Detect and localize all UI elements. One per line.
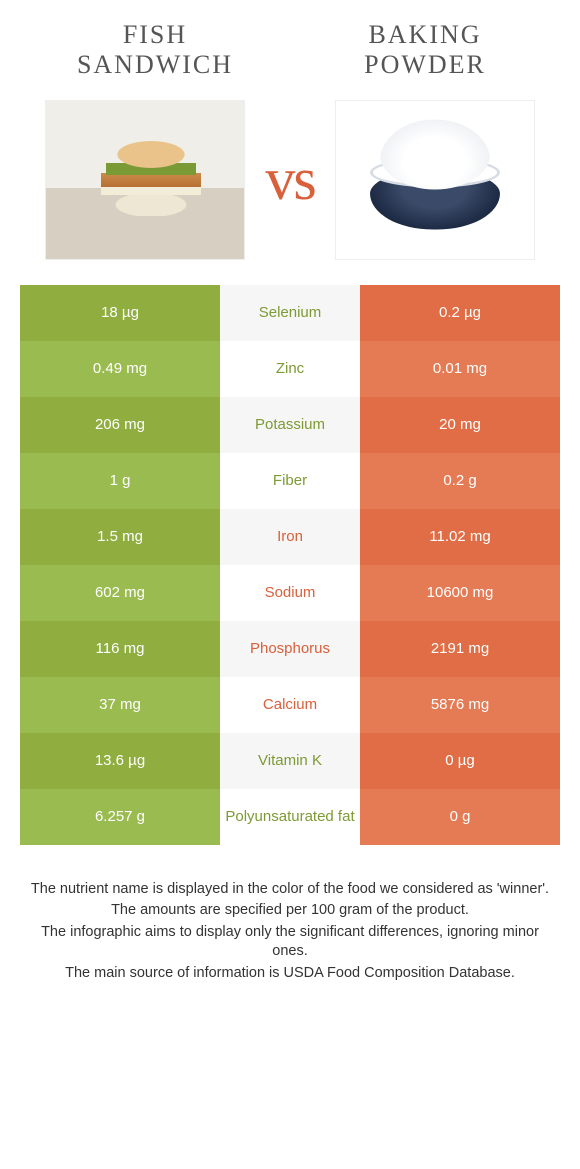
value-right: 0 g: [360, 789, 560, 845]
value-right: 2191 mg: [360, 621, 560, 677]
nutrient-label: Calcium: [220, 677, 360, 733]
footnote-line: The amounts are specified per 100 gram o…: [25, 901, 555, 921]
table-row: 1.5 mgIron11.02 mg: [20, 509, 560, 565]
food-title-right: BakingPowder: [304, 20, 547, 80]
value-left: 37 mg: [20, 677, 220, 733]
nutrient-label: Iron: [220, 509, 360, 565]
value-right: 10600 mg: [360, 565, 560, 621]
table-row: 206 mgPotassium20 mg: [20, 397, 560, 453]
value-left: 116 mg: [20, 621, 220, 677]
table-row: 116 mgPhosphorus2191 mg: [20, 621, 560, 677]
table-row: 18 µgSelenium0.2 µg: [20, 285, 560, 341]
table-row: 6.257 gPolyunsaturated fat0 g: [20, 789, 560, 845]
value-left: 1.5 mg: [20, 509, 220, 565]
vs-row: vs: [0, 95, 580, 285]
value-left: 0.49 mg: [20, 341, 220, 397]
comparison-table: 18 µgSelenium0.2 µg0.49 mgZinc0.01 mg206…: [20, 285, 560, 845]
value-right: 0.2 µg: [360, 285, 560, 341]
value-left: 18 µg: [20, 285, 220, 341]
nutrient-label: Potassium: [220, 397, 360, 453]
footnote-line: The nutrient name is displayed in the co…: [25, 880, 555, 900]
value-left: 206 mg: [20, 397, 220, 453]
nutrient-label: Sodium: [220, 565, 360, 621]
footnote-line: The main source of information is USDA F…: [25, 964, 555, 984]
value-left: 6.257 g: [20, 789, 220, 845]
header: FishSandwich BakingPowder: [0, 10, 580, 95]
table-row: 0.49 mgZinc0.01 mg: [20, 341, 560, 397]
table-row: 37 mgCalcium5876 mg: [20, 677, 560, 733]
food-title-left: FishSandwich: [34, 20, 277, 80]
footnote-line: The infographic aims to display only the…: [25, 923, 555, 962]
value-right: 0.2 g: [360, 453, 560, 509]
food-image-right: [335, 100, 535, 260]
value-left: 1 g: [20, 453, 220, 509]
nutrient-label: Polyunsaturated fat: [220, 789, 360, 845]
value-right: 0.01 mg: [360, 341, 560, 397]
table-row: 1 gFiber0.2 g: [20, 453, 560, 509]
table-row: 13.6 µgVitamin K0 µg: [20, 733, 560, 789]
nutrient-label: Phosphorus: [220, 621, 360, 677]
value-left: 602 mg: [20, 565, 220, 621]
nutrient-label: Zinc: [220, 341, 360, 397]
value-right: 5876 mg: [360, 677, 560, 733]
value-right: 11.02 mg: [360, 509, 560, 565]
table-row: 602 mgSodium10600 mg: [20, 565, 560, 621]
nutrient-label: Vitamin K: [220, 733, 360, 789]
nutrient-label: Selenium: [220, 285, 360, 341]
vs-label: vs: [265, 145, 314, 214]
nutrient-label: Fiber: [220, 453, 360, 509]
value-right: 0 µg: [360, 733, 560, 789]
value-left: 13.6 µg: [20, 733, 220, 789]
food-image-left: [45, 100, 245, 260]
footnotes: The nutrient name is displayed in the co…: [0, 845, 580, 996]
value-right: 20 mg: [360, 397, 560, 453]
